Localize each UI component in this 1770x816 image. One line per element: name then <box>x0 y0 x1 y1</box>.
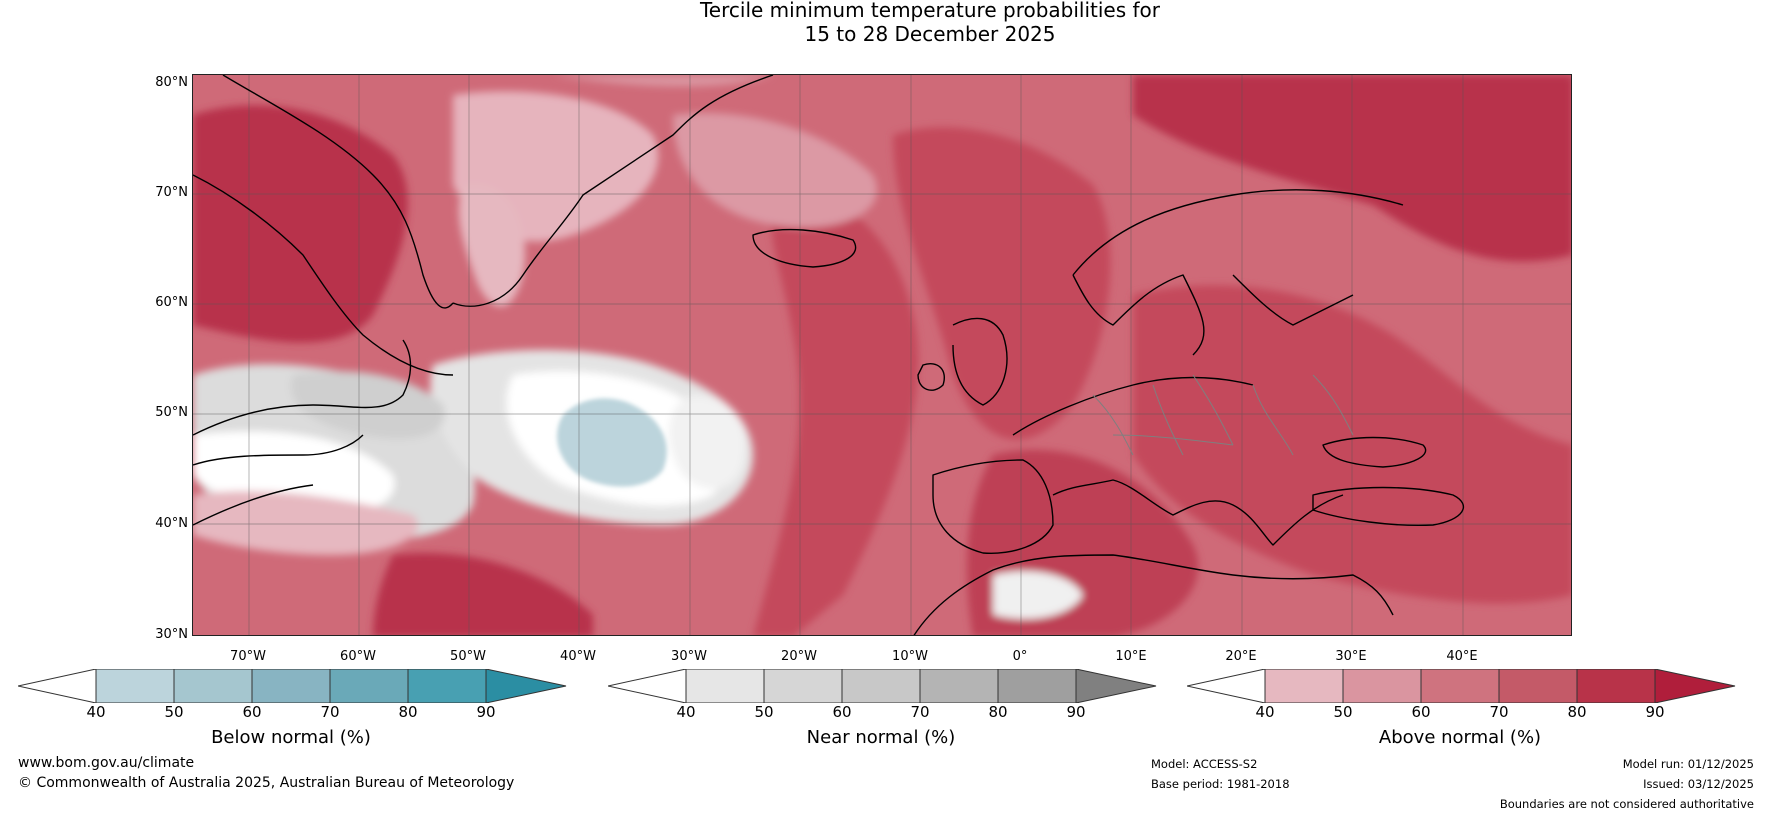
copyright-notice: © Commonwealth of Australia 2025, Austra… <box>18 775 515 791</box>
lon-label-30w: 30°W <box>671 649 707 664</box>
lon-label-0: 0° <box>1012 649 1028 664</box>
colorbar-below-normal <box>18 669 567 703</box>
lat-label-60: 60°N <box>155 295 188 310</box>
cb-near-tick-80: 80 <box>988 703 1008 721</box>
lon-label-60w: 60°W <box>340 649 376 664</box>
cb-near-tick-70: 70 <box>910 703 930 721</box>
probability-map <box>192 74 1572 636</box>
cb-above-tick-50: 50 <box>1333 703 1353 721</box>
lat-label-70: 70°N <box>155 185 188 200</box>
cb-above-label: Above normal (%) <box>1378 727 1542 748</box>
map-title: Tercile minimum temperature probabilitie… <box>0 0 1770 46</box>
lat-label-80: 80°N <box>155 75 188 90</box>
cb-below-tick-90: 90 <box>476 703 496 721</box>
lon-label-20w: 20°W <box>781 649 817 664</box>
lon-label-70w: 70°W <box>230 649 266 664</box>
cb-near-tick-90: 90 <box>1066 703 1086 721</box>
cb-below-tick-40: 40 <box>86 703 106 721</box>
issued-date: Issued: 03/12/2025 <box>1643 777 1754 791</box>
cb-below-tick-70: 70 <box>320 703 340 721</box>
lon-label-40w: 40°W <box>560 649 596 664</box>
lon-label-40e: 40°E <box>1446 649 1478 664</box>
lon-label-50w: 50°W <box>450 649 486 664</box>
lon-label-30e: 30°E <box>1335 649 1367 664</box>
colorbar-near-normal <box>608 669 1157 703</box>
country-borders <box>1092 374 1354 456</box>
cb-above-tick-60: 60 <box>1411 703 1431 721</box>
lat-label-30: 30°N <box>155 627 188 642</box>
title-line-2: 15 to 28 December 2025 <box>804 22 1056 46</box>
coastlines <box>193 75 1465 635</box>
lat-label-50: 50°N <box>155 405 188 420</box>
lon-label-20e: 20°E <box>1225 649 1257 664</box>
colorbar-above-normal <box>1187 669 1736 703</box>
cb-below-label: Below normal (%) <box>211 727 371 748</box>
cb-near-tick-50: 50 <box>754 703 774 721</box>
lon-label-10e: 10°E <box>1115 649 1147 664</box>
model-name: Model: ACCESS-S2 <box>1151 757 1258 771</box>
map-canvas <box>193 75 1571 635</box>
lon-label-10w: 10°W <box>892 649 928 664</box>
model-run: Model run: 01/12/2025 <box>1622 757 1754 771</box>
boundary-disclaimer: Boundaries are not considered authoritat… <box>1499 797 1754 811</box>
cb-above-tick-90: 90 <box>1645 703 1665 721</box>
cb-near-tick-60: 60 <box>832 703 852 721</box>
cb-above-tick-40: 40 <box>1255 703 1275 721</box>
cb-below-tick-60: 60 <box>242 703 262 721</box>
base-period: Base period: 1981-2018 <box>1151 777 1290 791</box>
website-link[interactable]: www.bom.gov.au/climate <box>18 755 195 771</box>
below-normal-patch <box>557 398 667 487</box>
cb-above-tick-70: 70 <box>1489 703 1509 721</box>
graticule <box>193 75 1571 635</box>
cb-below-tick-80: 80 <box>398 703 418 721</box>
cb-above-tick-80: 80 <box>1567 703 1587 721</box>
title-line-1: Tercile minimum temperature probabilitie… <box>699 0 1161 22</box>
lat-label-40: 40°N <box>155 516 188 531</box>
cb-below-tick-50: 50 <box>164 703 184 721</box>
cb-near-tick-40: 40 <box>676 703 696 721</box>
cb-near-label: Near normal (%) <box>806 727 956 748</box>
